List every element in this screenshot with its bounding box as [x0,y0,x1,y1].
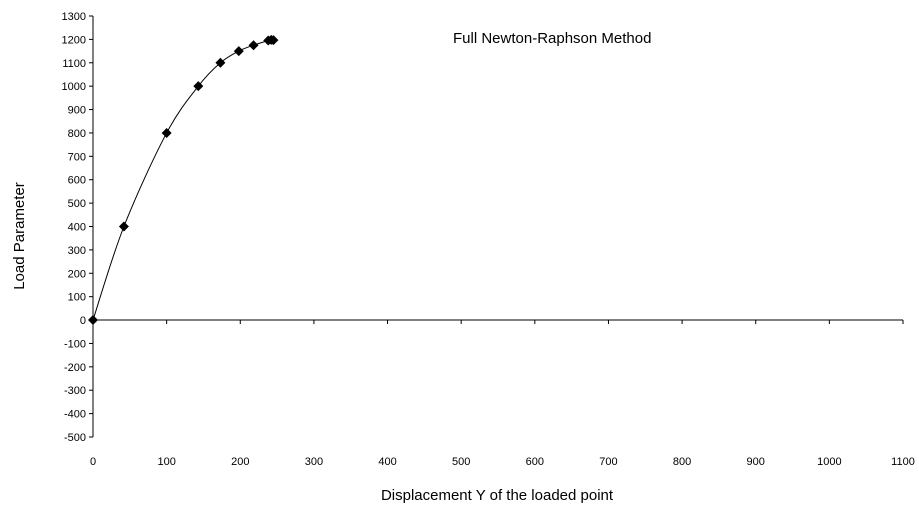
data-point-marker [88,315,98,326]
y-tick-label: 500 [68,198,86,210]
y-tick-label: 400 [68,222,86,234]
data-point-marker [118,221,129,232]
series-line [92,39,274,321]
data-point-marker [193,81,204,92]
y-tick-label: 100 [68,292,86,304]
x-axis-ticks: 0 100 200 300 400 500 600 700 800 900 1000 1100 [90,320,915,468]
x-tick-label: 1000 [817,456,841,468]
axes [92,16,903,437]
y-axis-title: Load Parameter [11,182,28,290]
x-tick-label: 200 [231,456,249,468]
chart-annotation: Full Newton-Raphson Method [453,30,651,47]
y-tick-label: 900 [68,105,86,117]
y-tick-label: 800 [68,128,86,140]
x-tick-label: 700 [599,456,617,468]
y-axis-ticks: 1300120011001000900800700600500400300200… [62,11,93,444]
y-tick-label: -500 [64,432,86,444]
x-tick-label: 0 [90,456,96,468]
plot-area [88,34,279,326]
y-tick-label: -100 [64,338,86,350]
y-tick-label: 0 [80,315,86,327]
data-point-marker [215,57,226,68]
y-tick-label: -200 [64,362,86,374]
data-point-marker [268,35,279,46]
x-axis-title: Displacement Y of the loaded point [381,487,614,504]
x-tick-label: 100 [157,456,175,468]
x-tick-label: 600 [526,456,544,468]
x-tick-label: 900 [747,456,765,468]
x-tick-label: 800 [673,456,691,468]
x-tick-label: 400 [378,456,396,468]
data-point-marker [161,127,172,138]
data-point-marker [248,40,259,51]
y-tick-label: 300 [68,245,86,257]
y-tick-label: 1300 [62,11,86,23]
y-tick-label: 1200 [62,34,86,46]
y-tick-label: 1000 [62,81,86,93]
x-tick-label: 500 [452,456,470,468]
y-tick-label: 1100 [62,58,86,70]
y-tick-label: 600 [68,175,86,187]
y-tick-label: 700 [68,151,86,163]
y-tick-label: 200 [68,268,86,280]
data-point-marker [233,46,244,57]
y-tick-label: -300 [64,385,86,397]
y-tick-label: -400 [64,409,86,421]
x-tick-label: 1100 [891,456,915,468]
x-tick-label: 300 [305,456,323,468]
